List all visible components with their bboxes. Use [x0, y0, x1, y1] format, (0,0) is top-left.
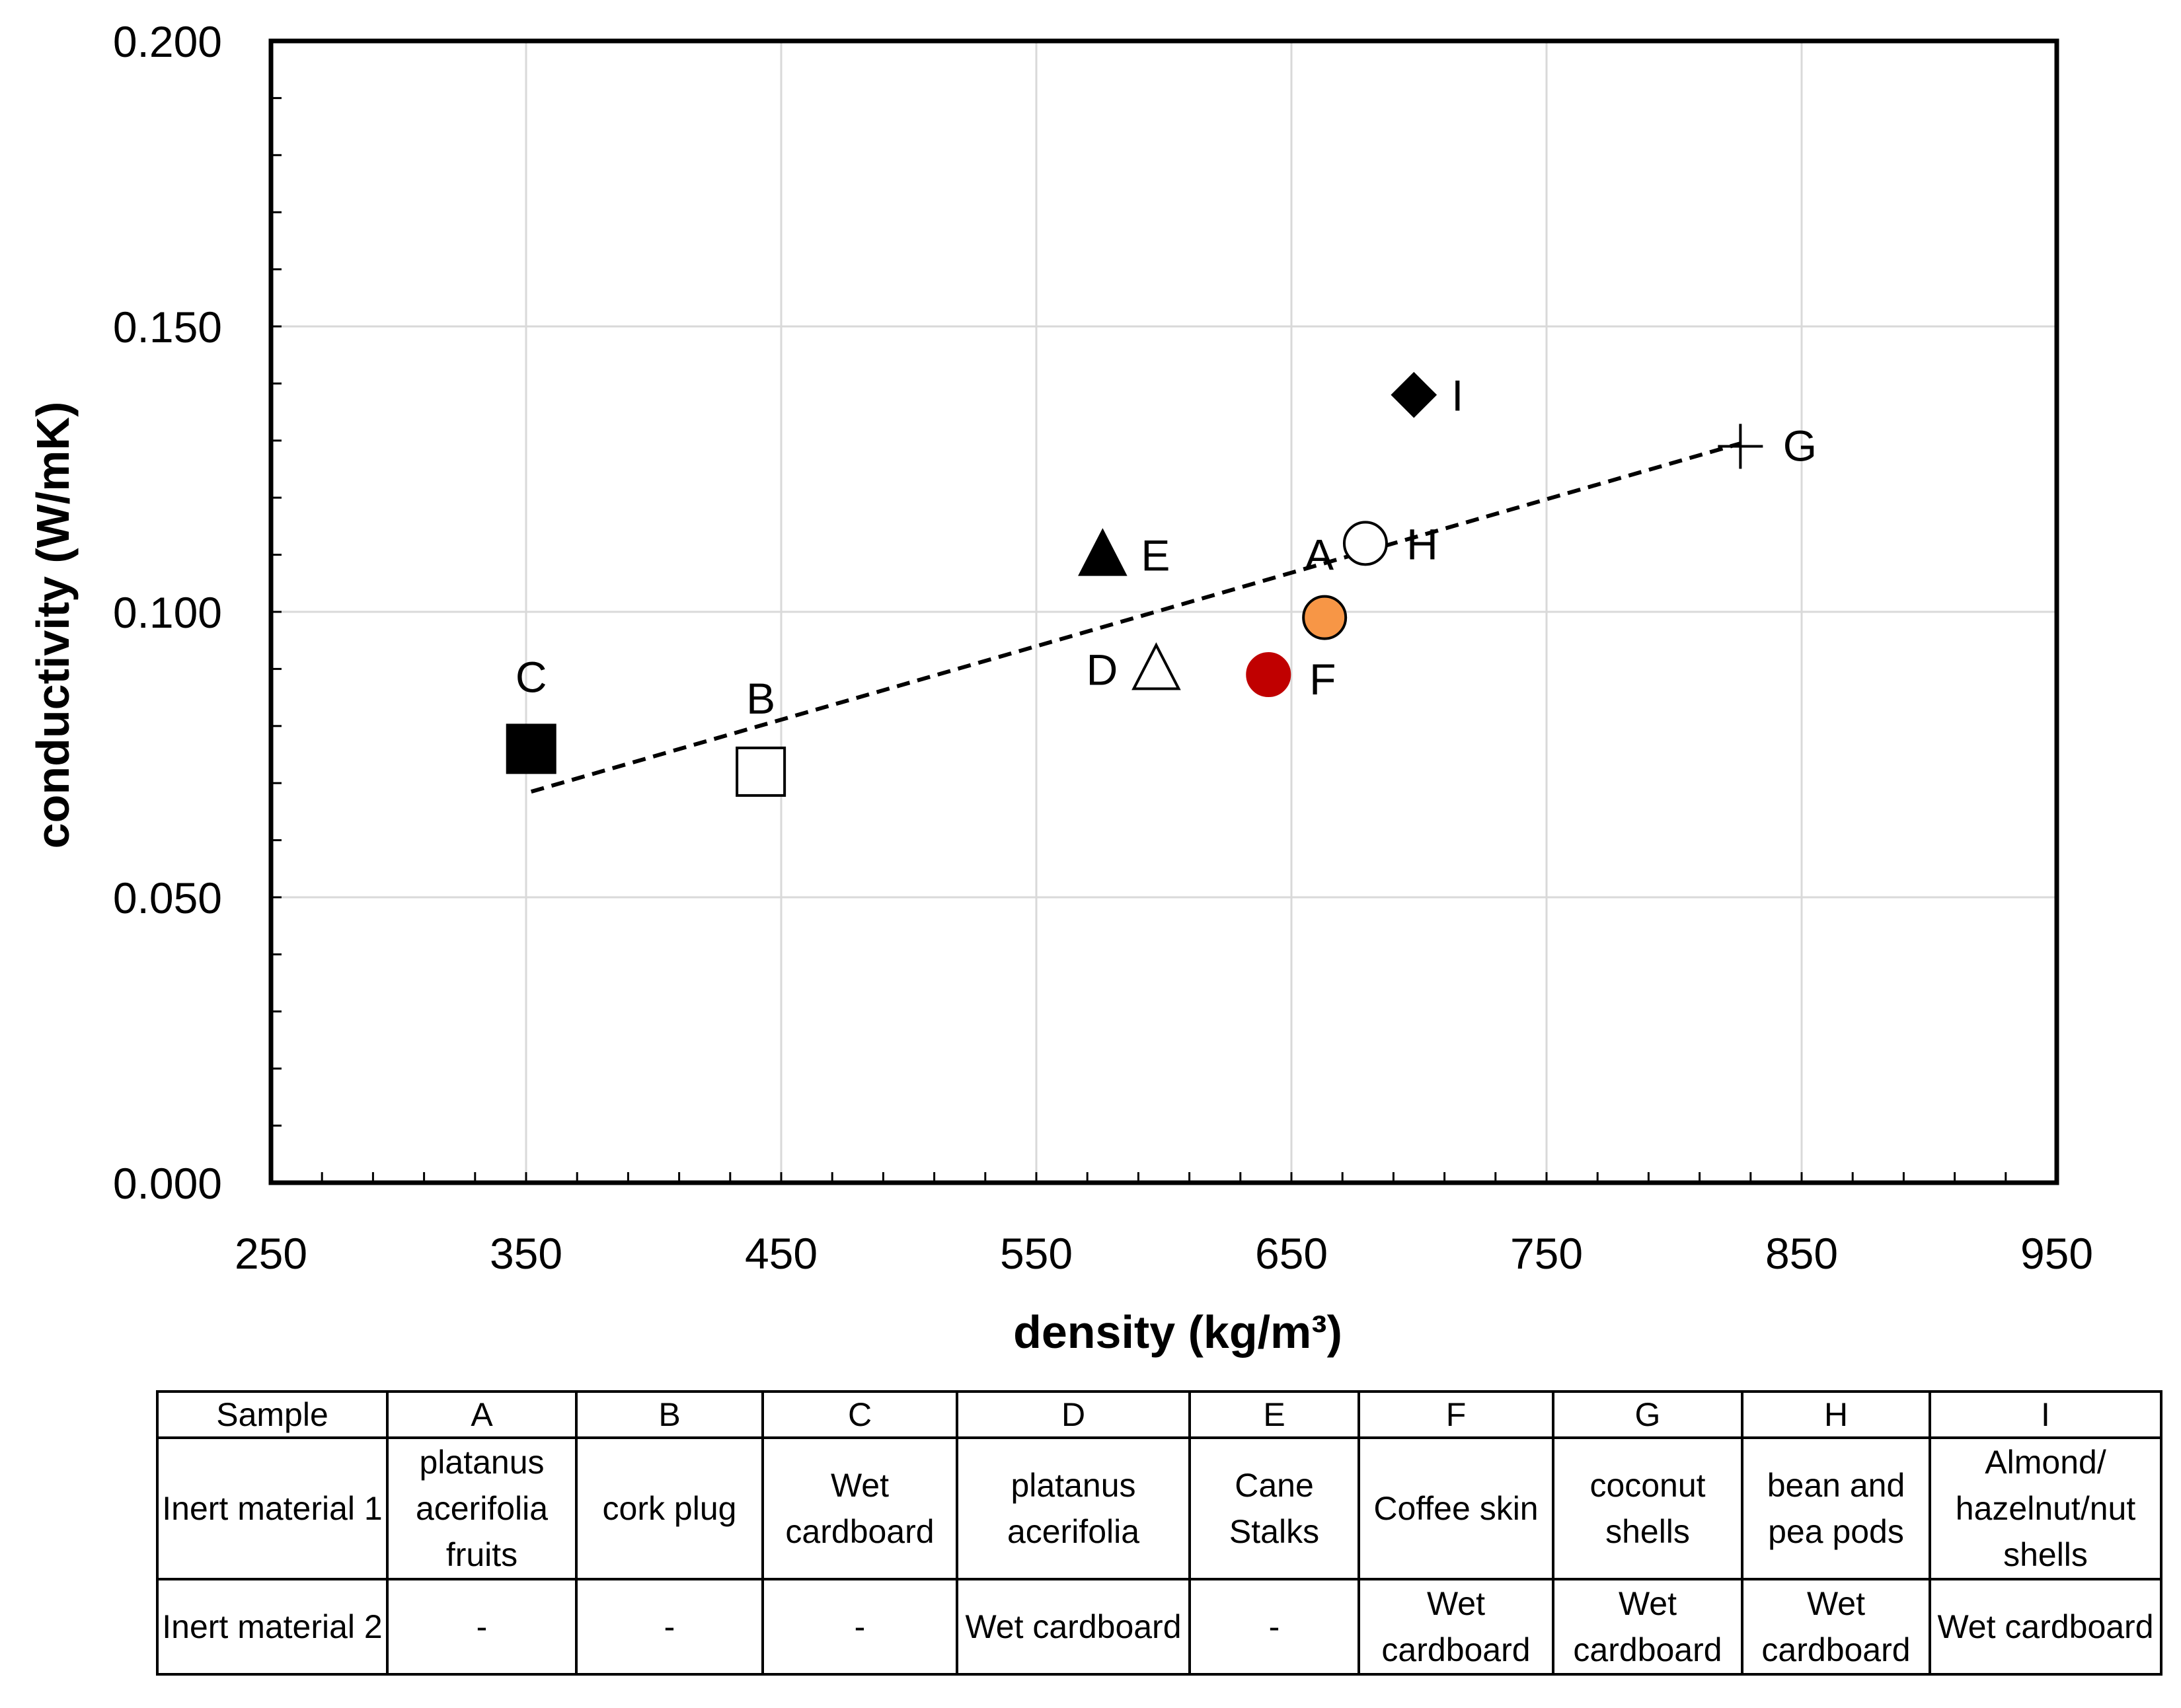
y-axis-title: conductivity (W/mK)	[27, 402, 79, 849]
table-header-cell: E	[1188, 1390, 1360, 1439]
table-cell: bean and pea pods	[1741, 1436, 1931, 1580]
point-label-c: C	[516, 652, 547, 701]
table-header-row: Sample A B C D E F G H I	[156, 1390, 2162, 1439]
x-tick-label: 650	[1255, 1229, 1328, 1278]
y-tick-label: 0.100	[113, 588, 222, 637]
data-point-f	[1246, 652, 1291, 698]
y-tick-label: 0.150	[113, 303, 222, 352]
y-tick-label: 0.050	[113, 873, 222, 922]
point-label-b: B	[746, 674, 775, 723]
x-tick-label: 250	[235, 1229, 307, 1278]
table-cell: Wet cardboard	[761, 1436, 958, 1580]
table-cell: Wet cardboard	[1358, 1578, 1554, 1676]
table-cell: platanus acerifolia fruits	[386, 1436, 578, 1580]
table-cell: Almond/ hazelnut/nut shells	[1929, 1436, 2162, 1580]
minor-ticks	[271, 96, 2007, 1183]
trendline-group	[530, 441, 1741, 794]
x-axis-title: density (kg/m³)	[1013, 1306, 1342, 1358]
table-cell: -	[386, 1578, 578, 1676]
table-cell: Inert material 1	[156, 1436, 389, 1580]
point-label-h: H	[1406, 519, 1438, 568]
point-label-i: I	[1451, 371, 1463, 420]
table-header-cell: D	[956, 1390, 1191, 1439]
y-tick-label: 0.200	[113, 17, 222, 66]
x-tick-label: 950	[2020, 1229, 2093, 1278]
table-header-cell: G	[1552, 1390, 1743, 1439]
table-cell: Wet cardboard	[1552, 1578, 1743, 1676]
x-tick-label: 350	[490, 1229, 562, 1278]
data-point-i	[1391, 371, 1437, 418]
table-cell: Coffee skin	[1358, 1436, 1554, 1580]
point-label-f: F	[1309, 655, 1336, 704]
table-header-cell: I	[1929, 1390, 2162, 1439]
table-cell: Cane Stalks	[1188, 1436, 1360, 1580]
sample-legend-table: Sample A B C D E F G H I Inert material …	[156, 1390, 2162, 1676]
table-cell: platanus acerifolia	[956, 1436, 1191, 1580]
table-cell: Wet cardboard	[956, 1578, 1191, 1676]
x-tick-label: 850	[1765, 1229, 1838, 1278]
data-point-e	[1078, 528, 1128, 576]
point-label-a: A	[1305, 531, 1334, 579]
trendline	[530, 441, 1741, 794]
grid-lines	[270, 40, 2058, 1184]
table-cell: -	[761, 1578, 958, 1676]
data-point-c	[506, 724, 556, 774]
table-cell: -	[1188, 1578, 1360, 1676]
table-cell: Wet cardboard	[1741, 1578, 1931, 1676]
table-cell: -	[575, 1578, 764, 1676]
plot-area-frame	[268, 38, 2059, 1185]
x-tick-label: 550	[1000, 1229, 1073, 1278]
point-label-e: E	[1141, 531, 1170, 580]
point-label-d: D	[1087, 645, 1118, 694]
data-point-d	[1131, 642, 1181, 690]
table-header-cell: H	[1741, 1390, 1931, 1439]
table-header-cell: Sample	[156, 1390, 389, 1439]
data-point-g	[1718, 424, 1763, 469]
data-point-b	[736, 746, 786, 797]
point-label-g: G	[1783, 421, 1817, 470]
y-tick-labels: 0.000 0.050 0.100 0.150 0.200	[113, 17, 222, 1208]
table-cell: cork plug	[575, 1436, 764, 1580]
x-tick-label: 750	[1510, 1229, 1583, 1278]
table-cell: Inert material 2	[156, 1578, 389, 1676]
table-header-cell: B	[575, 1390, 764, 1439]
table-header-cell: C	[761, 1390, 958, 1439]
table-row: Inert material 2 - - - Wet cardboard - W…	[156, 1578, 2162, 1676]
data-point-h	[1342, 521, 1388, 566]
data-points	[506, 371, 1763, 797]
x-tick-label: 450	[745, 1229, 818, 1278]
x-tick-labels: 250 350 450 550 650 750 850 950	[235, 1229, 2093, 1278]
data-point-a	[1302, 595, 1348, 640]
table-cell: Wet cardboard	[1929, 1578, 2162, 1676]
table-cell: coconut shells	[1552, 1436, 1743, 1580]
table-row: Inert material 1 platanus acerifolia fru…	[156, 1436, 2162, 1580]
table-header-cell: A	[386, 1390, 578, 1439]
y-tick-label: 0.000	[113, 1159, 222, 1208]
scatter-chart: A B C D E F G H I 250 350 450 550 650 750 850 950 0.000…	[27, 17, 2093, 1358]
point-labels: A B C D E F G H I	[516, 371, 1817, 723]
table-header-cell: F	[1358, 1390, 1554, 1439]
